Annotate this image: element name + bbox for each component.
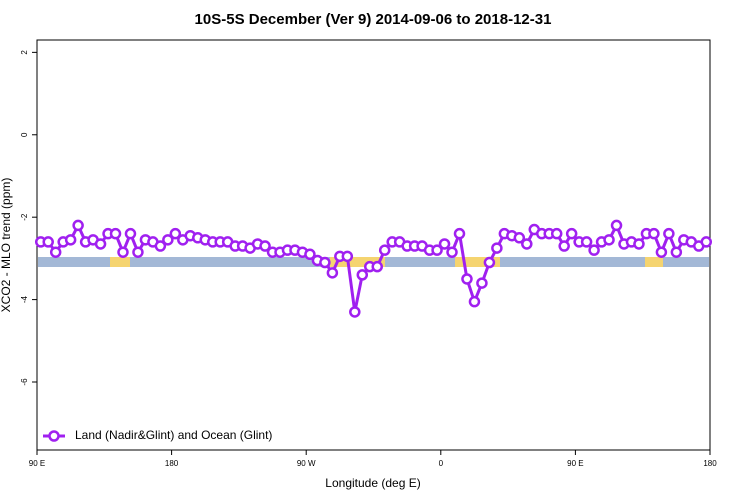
y-tick-label: -4 <box>20 295 29 303</box>
point <box>341 250 354 263</box>
point <box>259 240 271 252</box>
y-tick-label: 0 <box>20 132 29 137</box>
point <box>610 219 623 232</box>
point <box>663 227 675 240</box>
point <box>521 238 533 250</box>
point <box>326 267 339 279</box>
point <box>72 219 84 232</box>
y-axis-label: XCO2 - MLO trend (ppm) <box>0 178 13 313</box>
land-strip <box>330 257 385 267</box>
point <box>483 256 496 269</box>
point <box>603 234 615 246</box>
point <box>588 244 600 256</box>
chart-title: 10S-5S December (Ver 9) 2014-09-06 to 20… <box>195 11 552 28</box>
point <box>446 246 458 258</box>
y-tick-label: 2 <box>20 50 29 55</box>
point <box>550 227 563 240</box>
point <box>580 236 593 248</box>
point <box>162 234 174 246</box>
x-tick-label: 90 E <box>567 459 583 468</box>
land-strip <box>110 257 130 267</box>
point <box>461 273 473 285</box>
point <box>356 269 369 281</box>
point <box>304 248 316 261</box>
point <box>438 238 451 250</box>
point <box>154 240 167 252</box>
point <box>655 246 668 258</box>
point <box>431 244 443 256</box>
y-tick-label: -2 <box>20 213 29 221</box>
point <box>378 244 391 256</box>
point <box>700 236 713 248</box>
point <box>349 306 361 318</box>
point <box>633 238 645 250</box>
point <box>453 227 466 240</box>
x-tick-label: 90 E <box>29 459 45 468</box>
point <box>319 256 331 269</box>
x-tick-label: 0 <box>439 459 444 468</box>
point <box>64 234 77 246</box>
point <box>169 227 182 240</box>
x-tick-label: 90 W <box>297 459 316 468</box>
point <box>468 295 481 308</box>
point <box>132 246 144 258</box>
y-tick-label: -6 <box>20 378 29 386</box>
point <box>491 242 503 254</box>
point <box>565 227 578 240</box>
x-axis-label: Longitude (deg E) <box>325 476 420 490</box>
point <box>648 227 660 240</box>
point <box>371 260 383 273</box>
point <box>49 246 62 258</box>
point <box>42 236 54 248</box>
point <box>117 246 129 258</box>
legend-label: Land (Nadir&Glint) and Ocean (Glint) <box>75 428 272 442</box>
x-tick-label: 180 <box>165 459 179 468</box>
point <box>94 238 107 250</box>
point <box>109 227 122 240</box>
point <box>124 227 137 240</box>
point <box>476 277 488 289</box>
surface-strip <box>38 257 709 267</box>
point <box>670 246 683 258</box>
x-tick-label: 180 <box>703 459 717 468</box>
point <box>558 240 570 252</box>
point <box>513 232 526 244</box>
land-strip <box>455 257 500 267</box>
land-strip <box>645 257 663 267</box>
legend-marker <box>48 430 60 442</box>
